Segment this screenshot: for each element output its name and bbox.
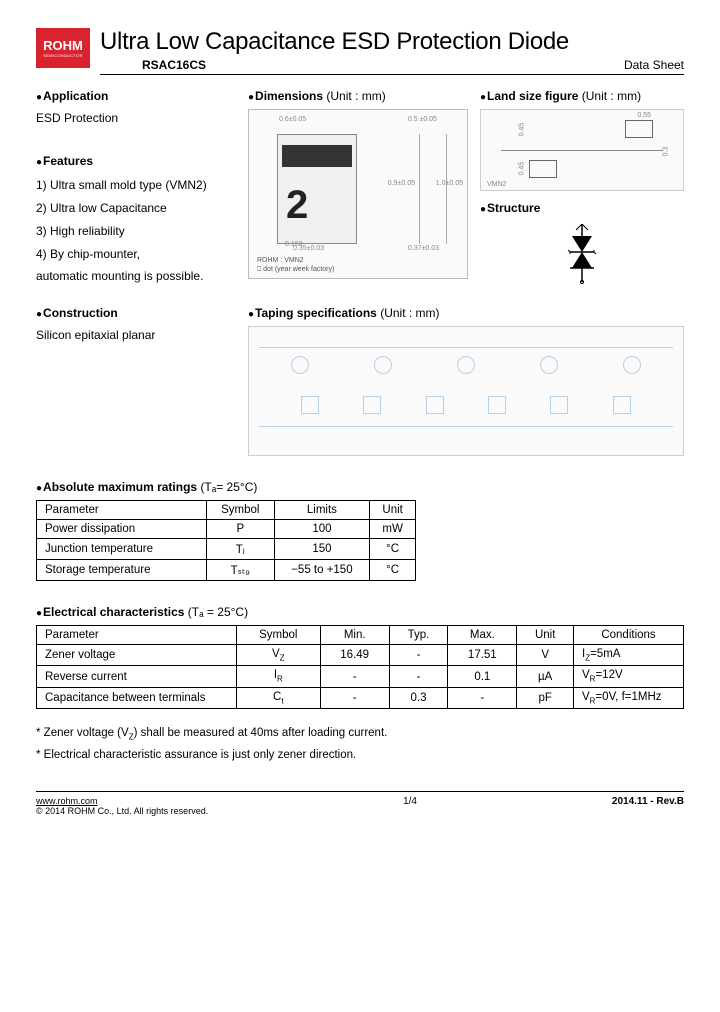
construction-row: ●Construction Silicon epitaxial planar ●… xyxy=(36,306,684,456)
elec-table: ParameterSymbolMin.Typ.Max.UnitCondition… xyxy=(36,625,684,709)
table-row: Reverse currentIR--0.1µAVR=12V xyxy=(37,666,684,687)
footer: www.rohm.com © 2014 ROHM Co., Ltd. All r… xyxy=(36,791,684,816)
taping-diagram xyxy=(248,326,684,456)
th-parameter: Parameter xyxy=(37,501,207,520)
footer-left: www.rohm.com © 2014 ROHM Co., Ltd. All r… xyxy=(36,796,208,816)
construction-col: ●Construction Silicon epitaxial planar xyxy=(36,306,236,456)
chip-marking-2: 2 xyxy=(286,185,308,225)
table-header-row: ParameterSymbolMin.Typ.Max.UnitCondition… xyxy=(37,626,684,645)
footer-page: 1/4 xyxy=(208,796,612,807)
header: ROHM SEMICONDUCTOR Ultra Low Capacitance… xyxy=(36,28,684,75)
land-vmn2-label: VMN2 xyxy=(487,181,506,188)
land-heading: ●Land size figure (Unit : mm) xyxy=(480,89,684,103)
title-block: Ultra Low Capacitance ESD Protection Dio… xyxy=(100,28,684,75)
tape-strip xyxy=(259,347,673,427)
th-symbol: Symbol xyxy=(207,501,275,520)
table-row: Storage temperatureTₛₜ₉−55 to +150°C xyxy=(37,560,416,581)
construction-text: Silicon epitaxial planar xyxy=(36,326,236,345)
structure-diagram xyxy=(480,221,684,287)
table-row: Junction temperatureTⱼ150°C xyxy=(37,539,416,560)
right-column: ●Land size figure (Unit : mm) 0.55 0.45 … xyxy=(480,89,684,288)
feature-item: 3) High reliability xyxy=(36,220,236,243)
middle-column: ●Dimensions (Unit : mm) 0.6±0.050.5 ±0.0… xyxy=(248,89,468,288)
subtitle-row: RSAC16CS Data Sheet xyxy=(100,58,684,75)
features-list: 1) Ultra small mold type (VMN2) 2) Ultra… xyxy=(36,174,236,288)
chip-marking-band xyxy=(282,145,352,167)
table-header-row: Parameter Symbol Limits Unit xyxy=(37,501,416,520)
application-text: ESD Protection xyxy=(36,109,236,128)
logo-subtext: SEMICONDUCTOR xyxy=(43,54,83,58)
left-column: ●Application ESD Protection ●Features 1)… xyxy=(36,89,236,288)
taping-heading: ●Taping specifications (Unit : mm) xyxy=(248,306,684,320)
table-row: Power dissipationP100mW xyxy=(37,520,416,539)
datasheet-page: ROHM SEMICONDUCTOR Ultra Low Capacitance… xyxy=(0,0,720,836)
top-row: ●Application ESD Protection ●Features 1)… xyxy=(36,89,684,288)
table-row: Zener voltageVZ16.49-17.51VIZ=5mA xyxy=(37,645,684,666)
note-item: * Electrical characteristic assurance is… xyxy=(36,745,684,767)
tvs-diode-symbol-icon xyxy=(562,224,602,284)
dimensions-diagram: 0.6±0.050.5 ±0.05 2 0.9±0.05 1.0±0.05 0.… xyxy=(248,109,468,279)
note-item: * Zener voltage (VZ) shall be measured a… xyxy=(36,723,684,745)
dimensions-heading: ●Dimensions (Unit : mm) xyxy=(248,89,468,103)
elec-heading: ●Electrical characteristics (Tₐ = 25°C) xyxy=(36,605,684,619)
abs-max-table: Parameter Symbol Limits Unit Power dissi… xyxy=(36,500,416,581)
dim-rohm-label: ROHM : VMN2 xyxy=(257,257,304,264)
feature-item: 1) Ultra small mold type (VMN2) xyxy=(36,174,236,197)
sprocket-holes xyxy=(259,356,673,374)
notes: * Zener voltage (VZ) shall be measured a… xyxy=(36,723,684,767)
component-pockets xyxy=(259,396,673,414)
abs-max-section: ●Absolute maximum ratings (Tₐ= 25°C) Par… xyxy=(36,480,684,581)
taping-col: ●Taping specifications (Unit : mm) xyxy=(248,306,684,456)
th-unit: Unit xyxy=(370,501,416,520)
dim-dot-label: ⎕ dot (year week factory) xyxy=(257,266,334,274)
features-heading: ●Features xyxy=(36,154,236,168)
chip-outline: 2 xyxy=(277,134,357,244)
land-pad xyxy=(529,160,557,178)
elec-section: ●Electrical characteristics (Tₐ = 25°C) … xyxy=(36,605,684,709)
table-row: Capacitance between terminalsCt-0.3-pFVR… xyxy=(37,687,684,708)
document-type: Data Sheet xyxy=(624,58,684,72)
construction-heading: ●Construction xyxy=(36,306,236,320)
footer-url: www.rohm.com xyxy=(36,796,208,806)
main-title: Ultra Low Capacitance ESD Protection Dio… xyxy=(100,28,684,56)
application-heading: ●Application xyxy=(36,89,236,103)
abs-max-heading: ●Absolute maximum ratings (Tₐ= 25°C) xyxy=(36,480,684,494)
footer-revision: 2014.11 - Rev.B xyxy=(612,796,684,807)
part-number: RSAC16CS xyxy=(142,58,206,72)
rohm-logo: ROHM SEMICONDUCTOR xyxy=(36,28,90,68)
th-limits: Limits xyxy=(274,501,370,520)
side-view xyxy=(419,134,447,244)
land-pad xyxy=(625,120,653,138)
content: ●Application ESD Protection ●Features 1)… xyxy=(36,89,684,816)
logo-text: ROHM xyxy=(43,39,83,52)
feature-item: 2) Ultra low Capacitance xyxy=(36,197,236,220)
feature-item: 4) By chip-mounter, automatic mounting i… xyxy=(36,243,236,289)
land-diagram: 0.55 0.45 0.3 0.45 VMN2 xyxy=(480,109,684,191)
structure-heading: ●Structure xyxy=(480,201,684,215)
footer-copyright: © 2014 ROHM Co., Ltd. All rights reserve… xyxy=(36,806,208,816)
